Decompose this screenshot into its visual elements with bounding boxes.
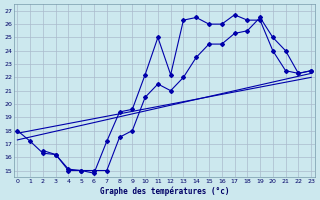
X-axis label: Graphe des températures (°c): Graphe des températures (°c) [100,186,229,196]
